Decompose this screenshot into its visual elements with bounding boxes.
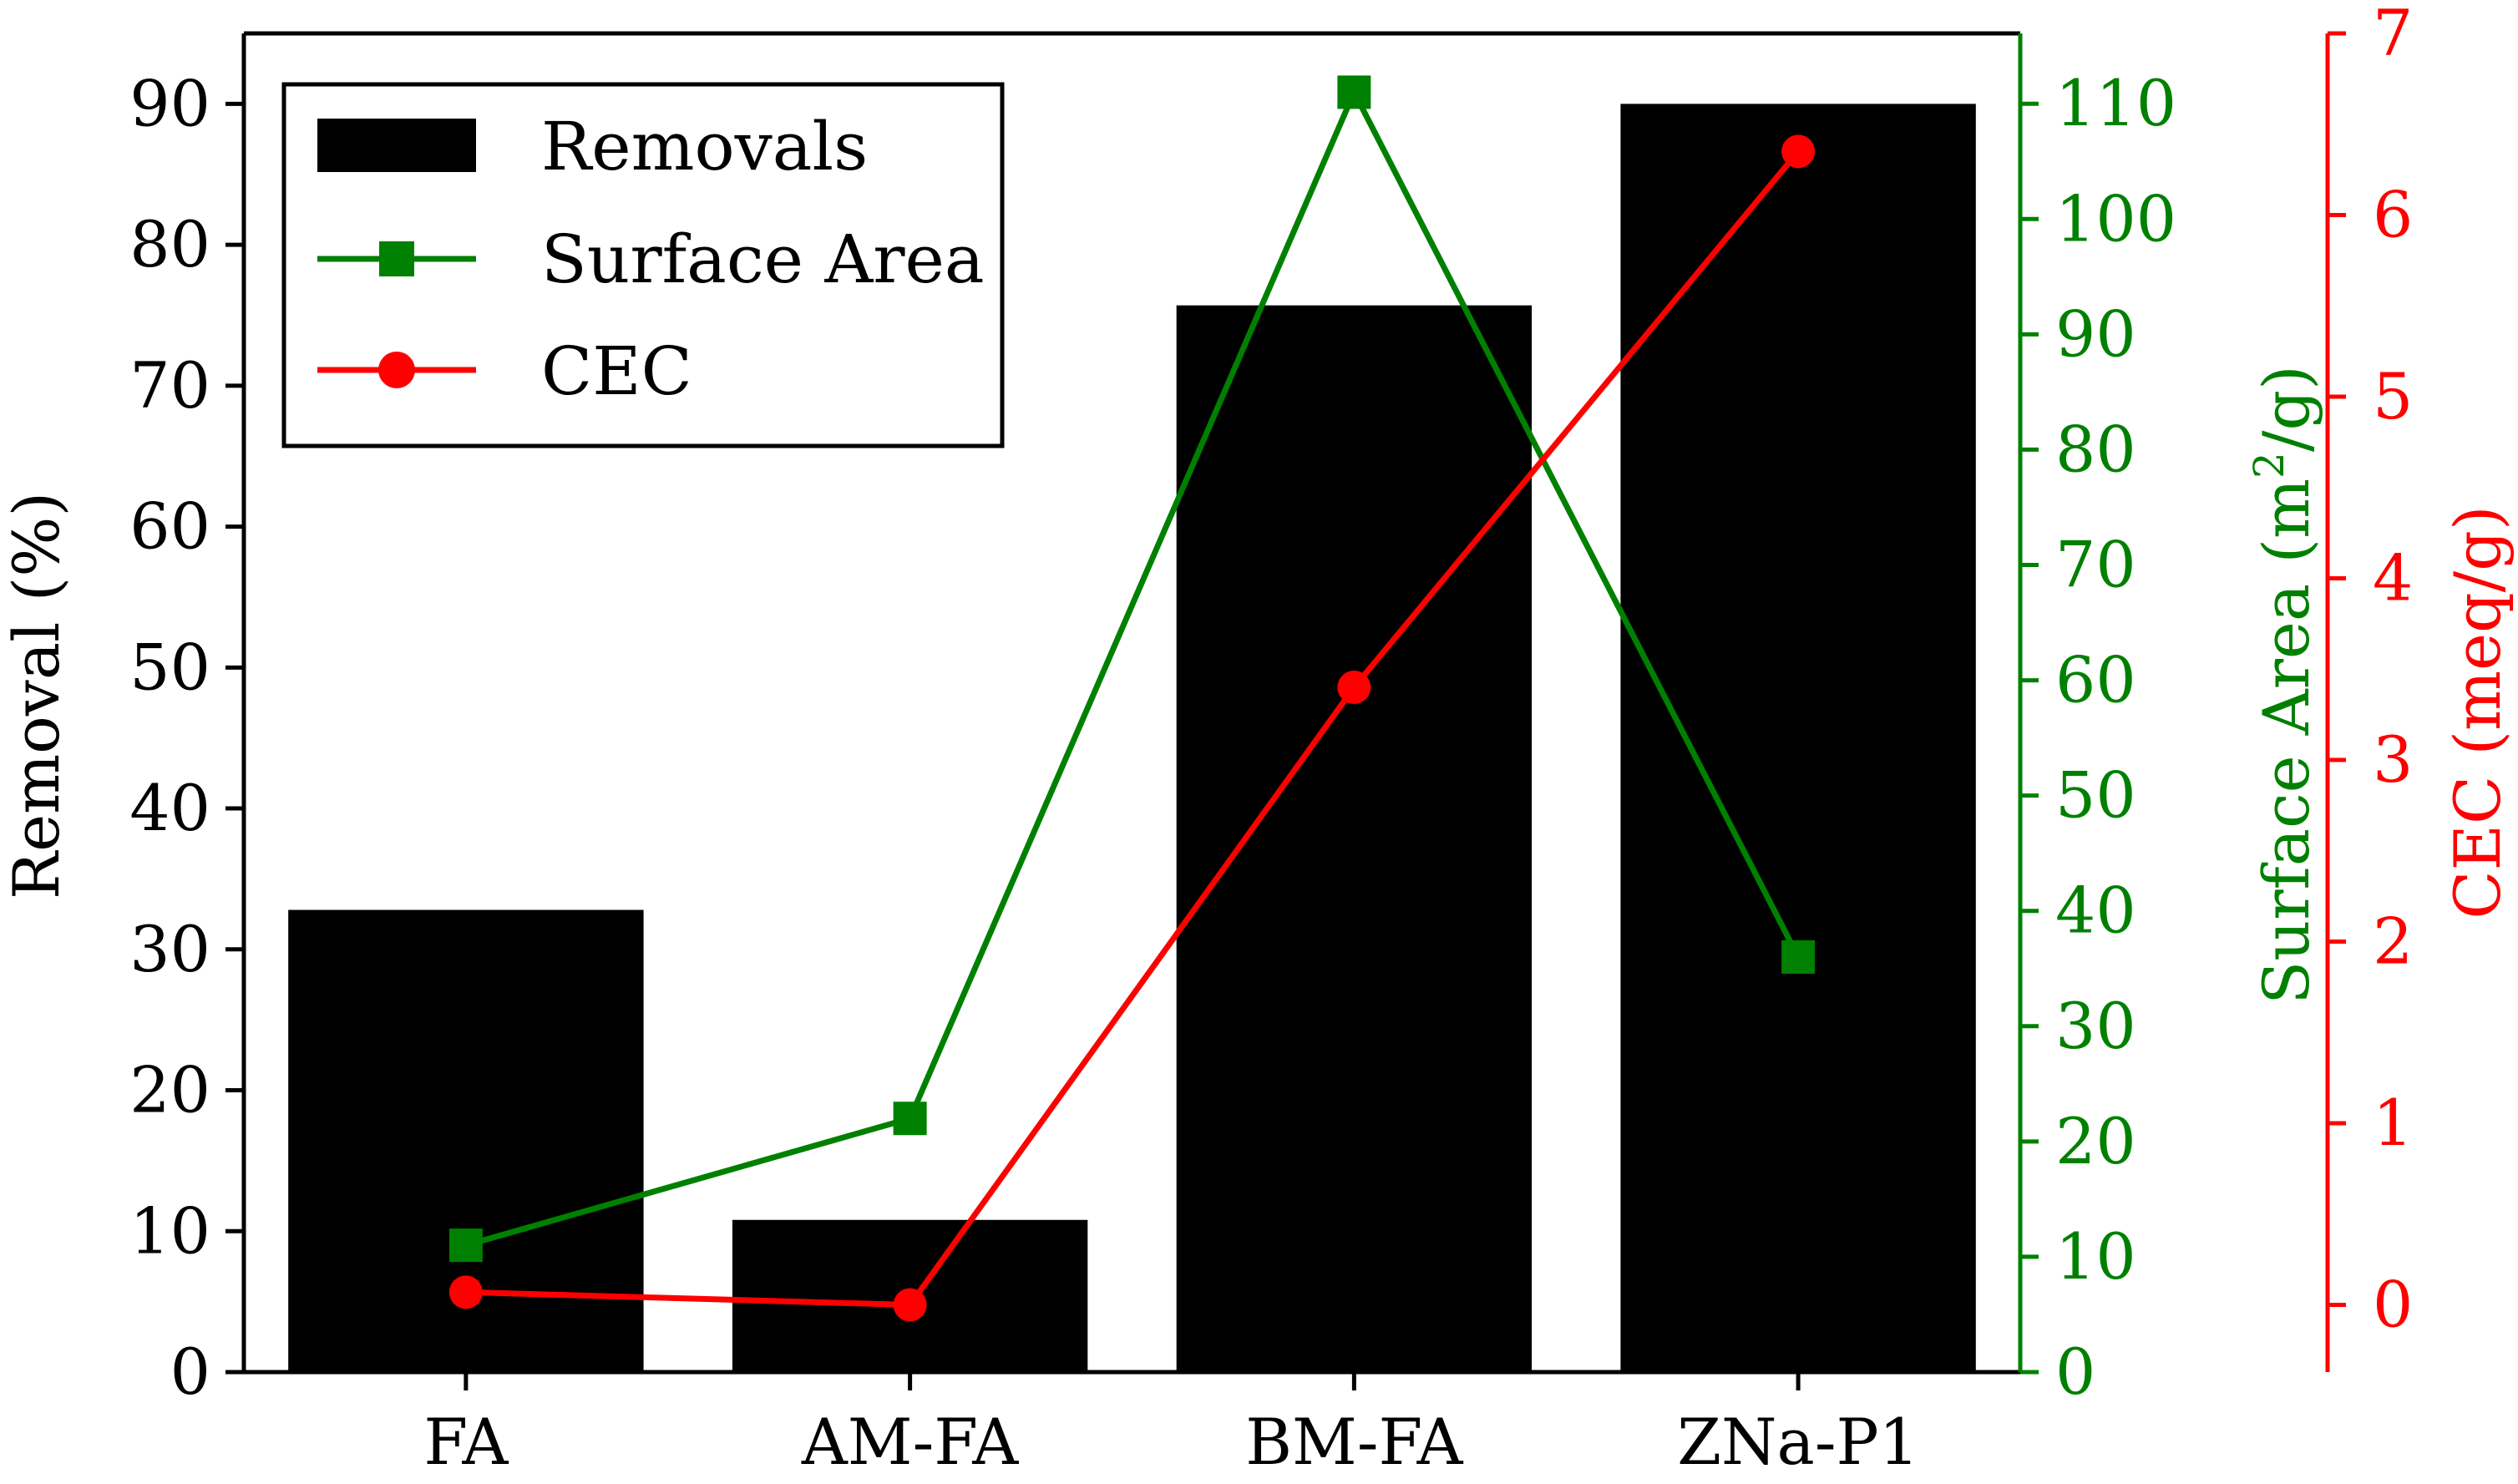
right2-axis-title: CEC (meq/g) bbox=[2440, 505, 2515, 919]
left-tick-label: 70 bbox=[129, 348, 210, 423]
right2-tick-label: 5 bbox=[2373, 359, 2413, 433]
right-axis-surface-area-ticks: 0 10 20 30 40 50 60 70 80 90 100 110 bbox=[2020, 66, 2176, 1409]
right1-axis-title-main: Surface Area (m bbox=[2249, 479, 2323, 1005]
left-tick-label: 30 bbox=[129, 912, 210, 986]
point-cec-fa bbox=[448, 1275, 483, 1309]
x-axis-category-ticks: FA AM-FA BM-FA ZNa-P1 bbox=[423, 1372, 1919, 1479]
legend-marker-cec bbox=[378, 352, 415, 388]
right1-tick-label: 20 bbox=[2055, 1104, 2136, 1178]
right2-tick-label: 2 bbox=[2373, 904, 2413, 979]
legend-label-surface-area: Surface Area bbox=[541, 220, 985, 298]
x-tick-label: AM-FA bbox=[801, 1405, 1020, 1479]
point-cec-zna-p1 bbox=[1781, 134, 1816, 169]
legend-label-cec: CEC bbox=[541, 332, 692, 410]
right1-tick-label: 80 bbox=[2055, 412, 2136, 486]
right1-tick-label: 100 bbox=[2055, 181, 2176, 256]
left-tick-label: 80 bbox=[129, 207, 210, 281]
line-cec bbox=[465, 149, 1801, 1309]
right2-tick-label: 6 bbox=[2373, 178, 2413, 252]
left-axis-title: Removal (%) bbox=[0, 492, 73, 899]
line-surface-area bbox=[464, 89, 1801, 1248]
legend-swatch-removals bbox=[317, 119, 476, 172]
right1-tick-label: 60 bbox=[2055, 643, 2136, 717]
right1-axis-title-tail: /g) bbox=[2249, 365, 2323, 452]
bars-group bbox=[288, 104, 1976, 1373]
right1-tick-label: 30 bbox=[2055, 989, 2136, 1063]
legend-marker-surface-area bbox=[379, 241, 414, 276]
point-surface-area-bm-fa bbox=[1337, 75, 1371, 109]
left-tick-label: 40 bbox=[129, 771, 210, 845]
right1-tick-label: 70 bbox=[2055, 528, 2136, 602]
right1-axis-title: Surface Area (m2/g) bbox=[2245, 365, 2323, 1005]
point-surface-area-am-fa bbox=[893, 1102, 927, 1136]
x-tick-label: FA bbox=[423, 1405, 509, 1479]
left-tick-label: 60 bbox=[129, 489, 210, 564]
right2-tick-label: 4 bbox=[2373, 541, 2413, 615]
point-cec-am-fa bbox=[893, 1288, 927, 1322]
lines-group bbox=[448, 75, 1816, 1322]
left-tick-label: 10 bbox=[129, 1193, 210, 1268]
left-tick-label: 90 bbox=[129, 66, 210, 140]
right2-tick-label: 7 bbox=[2373, 0, 2413, 70]
left-tick-label: 0 bbox=[170, 1335, 210, 1409]
left-tick-label: 20 bbox=[129, 1053, 210, 1127]
bar-zna-p1 bbox=[1620, 104, 1976, 1373]
left-tick-label: 50 bbox=[129, 630, 210, 704]
legend-label-removals: Removals bbox=[541, 108, 868, 185]
right-axis-cec-ticks: 0 1 2 3 4 5 6 7 bbox=[2328, 0, 2413, 1342]
left-axis-ticks: 0 10 20 30 40 50 60 70 80 90 bbox=[129, 66, 244, 1409]
right2-tick-label: 0 bbox=[2373, 1268, 2413, 1342]
right1-tick-label: 40 bbox=[2055, 874, 2136, 948]
right1-axis-title-sup: 2 bbox=[2245, 452, 2293, 479]
legend: Removals Surface Area CEC bbox=[281, 82, 1005, 448]
point-surface-area-zna-p1 bbox=[1781, 940, 1816, 974]
right1-tick-label: 110 bbox=[2055, 66, 2176, 140]
right1-tick-label: 90 bbox=[2055, 296, 2136, 371]
right1-tick-label: 10 bbox=[2055, 1219, 2136, 1294]
right1-tick-label: 50 bbox=[2055, 758, 2136, 833]
right2-tick-label: 3 bbox=[2373, 722, 2413, 797]
point-cec-bm-fa bbox=[1337, 671, 1371, 705]
right2-tick-label: 1 bbox=[2373, 1086, 2413, 1160]
axes-frame bbox=[241, 31, 2330, 1375]
bar-bm-fa bbox=[1176, 305, 1533, 1372]
x-tick-label: ZNa-P1 bbox=[1677, 1405, 1919, 1479]
point-surface-area-fa bbox=[448, 1228, 483, 1263]
x-tick-label: BM-FA bbox=[1245, 1405, 1463, 1479]
right1-tick-label: 0 bbox=[2055, 1335, 2095, 1409]
